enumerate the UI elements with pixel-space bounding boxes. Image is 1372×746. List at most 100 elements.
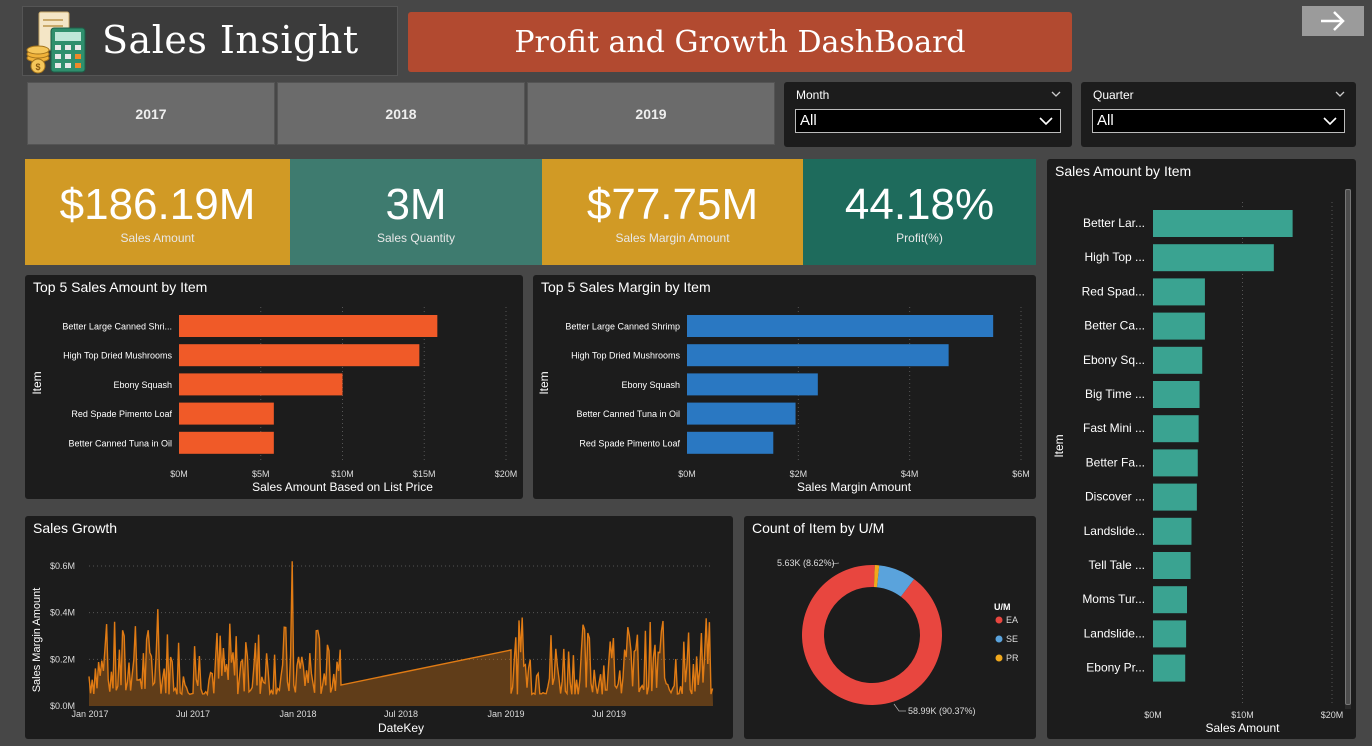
scrollbar[interactable] — [1345, 189, 1351, 709]
category-label: Better Fa... — [1086, 455, 1145, 469]
bar — [179, 402, 274, 425]
category-label: Landslide... — [1084, 524, 1145, 538]
bar — [1153, 381, 1200, 408]
x-tick-label: $20M — [1321, 710, 1344, 720]
x-axis-label: Sales Amount — [1205, 721, 1280, 735]
y-axis-label: Sales Margin Amount — [31, 588, 43, 693]
category-label: Better Large Canned Shri... — [62, 322, 172, 332]
legend-entry: SE — [1006, 634, 1018, 644]
chevron-down-icon[interactable] — [1334, 88, 1346, 100]
category-label: Ebony Pr... — [1086, 661, 1145, 675]
year-button-2017[interactable]: 2017 — [27, 82, 275, 145]
count-by-um-panel: Count of Item by U/M 5.63K (8.62%) 58.99K… — [744, 516, 1036, 739]
category-label: Better Lar... — [1083, 216, 1145, 230]
category-label: High Top Dried Mushrooms — [63, 351, 172, 361]
x-tick-label: Jan 2017 — [71, 709, 108, 719]
y-tick-label: $0.4M — [50, 608, 75, 618]
kpi-label: Sales Margin Amount — [615, 231, 730, 245]
bar — [1153, 517, 1192, 545]
year-button-2018[interactable]: 2018 — [277, 82, 525, 145]
y-axis-label: Item — [30, 371, 44, 394]
bar — [1153, 449, 1198, 477]
legend-title: U/M — [994, 602, 1011, 612]
sales-growth-chart: $0.0M $0.2M $0.4M $0.6M Jan 2017 Jul 2017 Jan … — [31, 561, 714, 735]
y-tick-label: $0.6M — [50, 561, 75, 571]
bar — [687, 315, 994, 337]
x-tick-label: Jan 2019 — [487, 709, 524, 719]
y-axis-label: Item — [1052, 434, 1066, 457]
bar — [179, 315, 438, 337]
next-page-button[interactable] — [1302, 6, 1364, 36]
bar — [1153, 312, 1205, 340]
month-slicer: Month All — [784, 82, 1072, 147]
chevron-down-icon — [1039, 117, 1053, 126]
bar — [1153, 654, 1186, 682]
y-tick-label: $0.2M — [50, 654, 75, 664]
bar — [1153, 483, 1197, 511]
count-by-um-chart: 5.63K (8.62%) 58.99K (90.37%) U/M EA SE PR — [777, 558, 1019, 716]
quarter-select[interactable]: All — [1092, 109, 1345, 133]
top5-margin-chart: $0M $2M $4M $6M Better Large Canned Shrimp Hi… — [537, 307, 1030, 494]
chart-title: Count of Item by U/M — [752, 520, 885, 536]
chevron-down-icon[interactable] — [1050, 88, 1062, 100]
sales-by-item-panel: Sales Amount by Item $0M $10M $20M Better L… — [1047, 159, 1356, 739]
legend-entry: PR — [1006, 653, 1019, 663]
y-axis-label: Item — [537, 371, 551, 394]
kpi-value: 44.18% — [844, 180, 995, 229]
month-select-value: All — [800, 112, 817, 129]
bar — [1153, 620, 1187, 648]
month-select[interactable]: All — [795, 109, 1061, 133]
kpi-value: 3M — [385, 180, 447, 229]
x-tick-label: $20M — [495, 469, 518, 479]
category-label: High Top ... — [1085, 250, 1145, 264]
top5-margin-panel: Top 5 Sales Margin by Item $0M $2M $4M $6M B… — [533, 275, 1036, 499]
category-label: Landslide... — [1084, 626, 1145, 640]
quarter-slicer: Quarter All — [1081, 82, 1356, 147]
bar — [1153, 552, 1191, 579]
x-tick-label: $5M — [252, 469, 270, 479]
category-label: Fast Mini ... — [1083, 421, 1145, 435]
category-label: Discover ... — [1085, 490, 1145, 504]
category-label: High Top Dried Mushrooms — [571, 351, 680, 361]
svg-text:$: $ — [35, 62, 40, 72]
bar — [1153, 210, 1293, 237]
data-label: 58.99K (90.37%) — [908, 706, 976, 716]
bar — [1153, 346, 1203, 374]
category-label: Ebony Squash — [113, 380, 172, 390]
category-label: Moms Tur... — [1082, 592, 1145, 606]
arrow-right-icon — [1321, 11, 1345, 31]
category-label: Better Large Canned Shrimp — [565, 322, 680, 332]
quarter-slicer-label: Quarter — [1093, 88, 1134, 102]
bar — [179, 431, 274, 454]
bar — [1153, 278, 1205, 306]
category-label: Red Spade Pimento Loaf — [71, 409, 172, 419]
leader-line — [831, 562, 840, 565]
legend-marker — [995, 635, 1003, 643]
top5-sales-chart: $0M $5M $10M $15M $20M Better Large Canned Sh… — [30, 307, 518, 494]
scrollbar-thumb[interactable] — [1345, 189, 1351, 705]
kpi-label: Profit(%) — [896, 231, 943, 245]
x-tick-label: Jul 2019 — [592, 709, 626, 719]
dashboard-title: Sales Insight — [102, 18, 359, 62]
sales-growth-panel: Sales Growth $0.0M $0.2M $0.4M $0.6M Jan 201… — [25, 516, 733, 739]
x-tick-label: $15M — [413, 469, 436, 479]
category-label: Ebony Squash — [621, 380, 680, 390]
x-tick-label: $2M — [790, 469, 808, 479]
kpi-profit-percent: 44.18% Profit(%) — [803, 159, 1036, 265]
x-axis-label: DateKey — [378, 721, 424, 735]
x-tick-label: Jul 2017 — [176, 709, 210, 719]
category-label: Better Ca... — [1084, 319, 1145, 333]
bar — [1153, 244, 1274, 272]
legend-marker — [995, 616, 1003, 624]
month-slicer-label: Month — [796, 88, 830, 102]
pie-slice — [802, 565, 943, 706]
leader-line — [893, 703, 906, 712]
category-label: Red Spade Pimento Loaf — [579, 438, 680, 448]
chart-title: Sales Amount by Item — [1055, 163, 1192, 179]
category-label: Better Canned Tuna in Oil — [68, 438, 172, 448]
dashboard-banner: Profit and Growth DashBoard — [408, 12, 1072, 72]
legend-entry: EA — [1006, 615, 1018, 625]
year-button-2019[interactable]: 2019 — [527, 82, 775, 145]
bar — [687, 402, 796, 425]
data-label: 5.63K (8.62%) — [777, 558, 835, 568]
